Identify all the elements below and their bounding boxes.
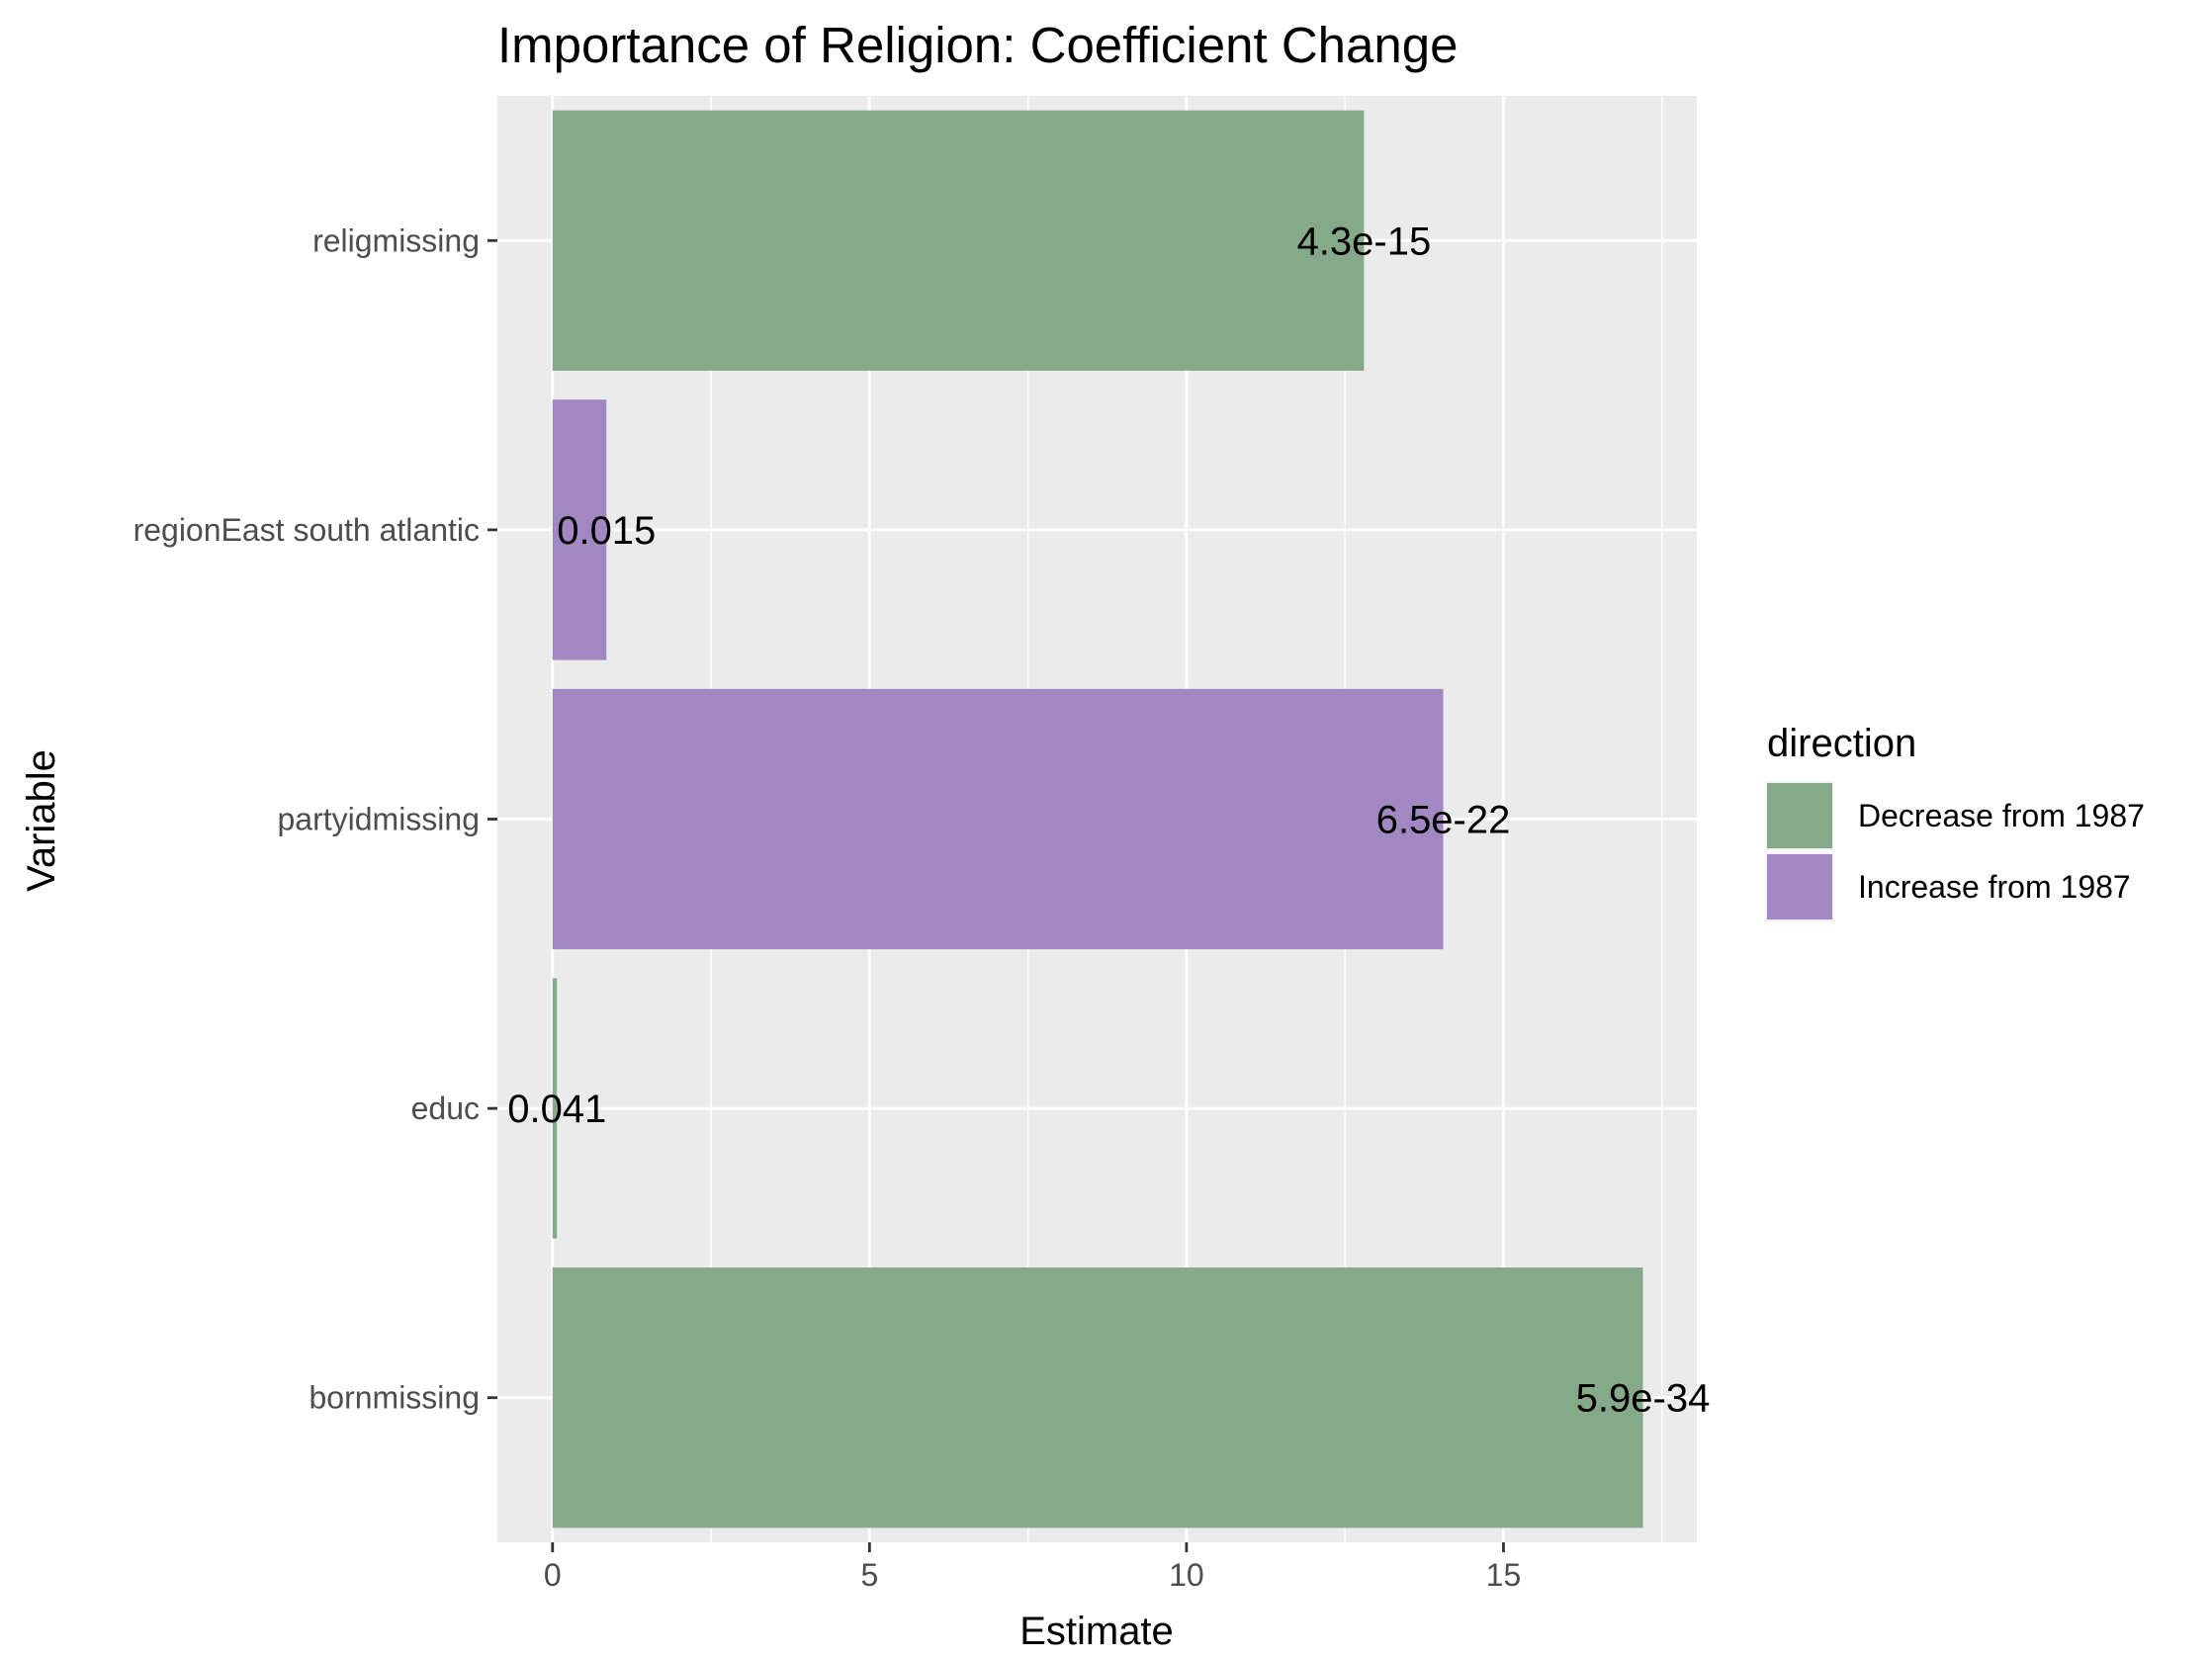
legend-label-increase-from-1987: Increase from 1987: [1858, 869, 2131, 905]
x-tick-label: 5: [860, 1557, 878, 1593]
y-tick-label-educ: educ: [411, 1091, 480, 1126]
data-labels-layer: 4.3e-15 0.015 6.5e-22 0.041 5.9e-34: [507, 219, 1710, 1420]
y-tick-label-regioneast-south-atlantic: regionEast south atlantic: [133, 512, 480, 548]
legend-title: direction: [1767, 722, 1916, 765]
legend-label-decrease-from-1987: Decrease from 1987: [1858, 798, 2145, 833]
x-tick-label: 10: [1169, 1557, 1204, 1593]
legend-key-increase-from-1987: [1767, 854, 1832, 919]
bar-partyidmissing: [552, 688, 1444, 950]
bar-religmissing: [552, 110, 1365, 371]
bar-bornmissing: [552, 1267, 1643, 1528]
data-label-religmissing: 4.3e-15: [1297, 219, 1432, 263]
data-label-bornmissing: 5.9e-34: [1576, 1377, 1711, 1421]
legend-entries: Decrease from 1987 Increase from 1987: [1765, 781, 2145, 921]
bars-layer: [552, 110, 1643, 1528]
x-axis-title: Estimate: [1019, 1610, 1174, 1653]
x-axis: 0 5 10 15: [544, 1542, 1521, 1593]
chart-title: Importance of Religion: Coefficient Chan…: [497, 17, 1458, 73]
y-tick-label-bornmissing: bornmissing: [309, 1380, 480, 1416]
y-axis-title: Variable: [20, 749, 63, 892]
legend: direction Decrease from 1987 Increase fro…: [1765, 722, 2145, 921]
x-tick-label: 15: [1486, 1557, 1522, 1593]
data-label-partyidmissing: 6.5e-22: [1376, 799, 1511, 842]
y-tick-label-partyidmissing: partyidmissing: [277, 802, 480, 837]
y-tick-label-religmissing: religmissing: [312, 222, 480, 258]
data-label-regioneast-south-atlantic: 0.015: [557, 509, 656, 553]
data-label-educ: 0.041: [507, 1088, 606, 1131]
y-axis: religmissing regionEast south atlantic par…: [133, 222, 497, 1416]
bar-regioneast-south-atlantic: [552, 399, 607, 660]
bar-educ: [552, 978, 558, 1239]
x-tick-label: 0: [544, 1557, 562, 1593]
legend-key-decrease-from-1987: [1767, 783, 1832, 848]
